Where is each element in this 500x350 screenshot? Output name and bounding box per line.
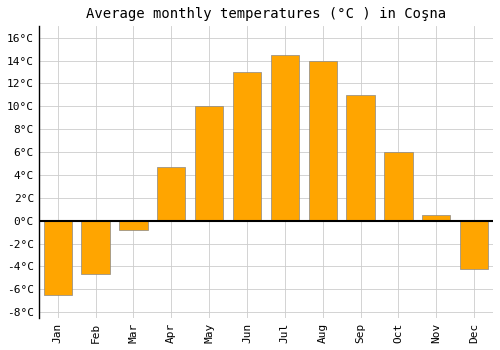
Bar — [195, 106, 224, 221]
Bar — [119, 221, 148, 230]
Bar — [384, 152, 412, 221]
Bar — [82, 221, 110, 274]
Bar — [233, 72, 261, 221]
Bar — [422, 215, 450, 221]
Bar — [270, 55, 299, 221]
Title: Average monthly temperatures (°C ) in Coşna: Average monthly temperatures (°C ) in Co… — [86, 7, 446, 21]
Bar — [346, 95, 375, 221]
Bar — [157, 167, 186, 221]
Bar — [308, 61, 337, 221]
Bar — [44, 221, 72, 295]
Bar — [460, 221, 488, 269]
